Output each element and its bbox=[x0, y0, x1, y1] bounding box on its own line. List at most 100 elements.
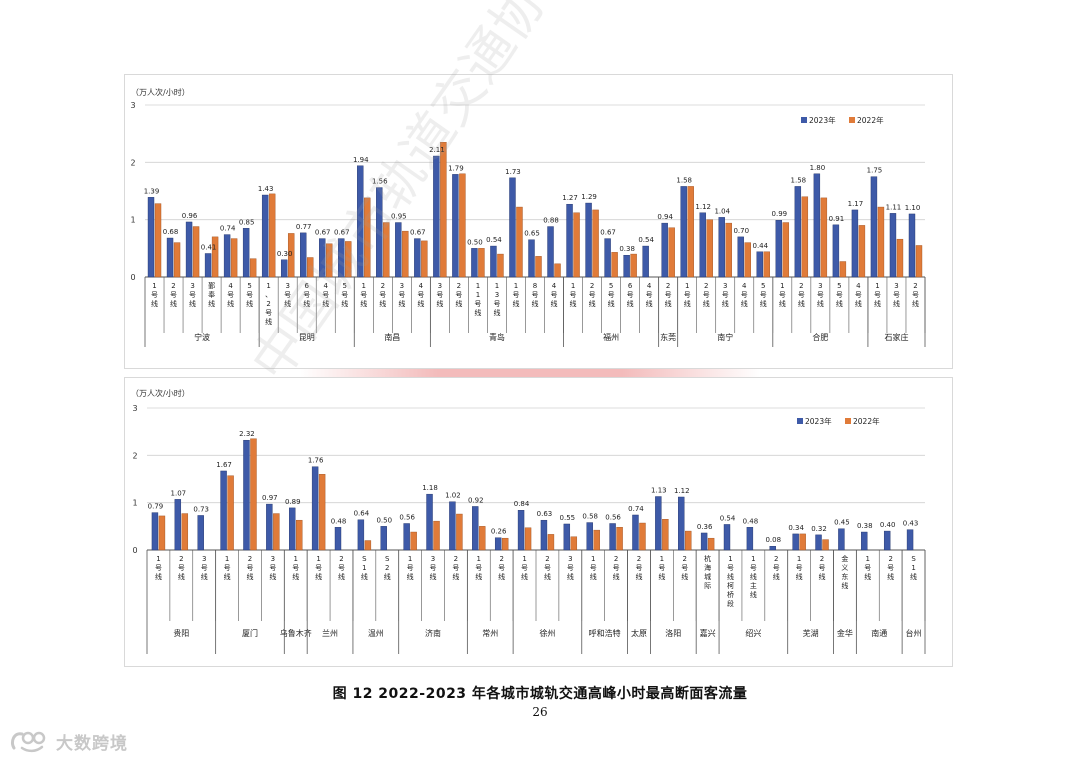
x-tick-label-char: 号 bbox=[265, 309, 272, 317]
bar-2022 bbox=[173, 242, 181, 278]
bar-2022 bbox=[268, 193, 276, 278]
x-tick-label-char: 奉 bbox=[208, 290, 215, 299]
x-tick-label-char: 号 bbox=[836, 291, 843, 299]
x-tick-label: 1 1 号线 bbox=[474, 282, 481, 317]
bar-2023 bbox=[889, 213, 897, 278]
data-label-2023: 0.43 bbox=[903, 520, 919, 528]
bar-2023 bbox=[861, 531, 868, 551]
bar-2022 bbox=[383, 222, 390, 278]
city-label: 温州 bbox=[368, 629, 384, 638]
x-tick-label-char: 1 bbox=[522, 555, 526, 563]
bar-2023 bbox=[449, 501, 456, 551]
x-tick-label-char: 线 bbox=[178, 572, 185, 581]
city-label: 昆明 bbox=[299, 333, 315, 342]
y-tick-label: 2 bbox=[130, 158, 135, 167]
city-label: 宁波 bbox=[194, 332, 210, 342]
x-tick-label-char: 2 bbox=[614, 555, 618, 563]
city-label: 金华 bbox=[837, 628, 853, 638]
bar-2022 bbox=[706, 219, 713, 278]
data-label-2023: 0.77 bbox=[296, 223, 312, 231]
data-label-2023: 0.30 bbox=[277, 250, 293, 258]
logo-text: 大数跨境 bbox=[56, 733, 128, 754]
data-label-2023: 1.12 bbox=[674, 487, 690, 495]
data-label-2023: 0.88 bbox=[543, 217, 559, 225]
bar-2023 bbox=[661, 222, 668, 278]
x-tick-label: 2 号线 bbox=[703, 282, 710, 308]
city-label: 合肥 bbox=[812, 332, 828, 342]
x-tick-label-char: 线 bbox=[874, 299, 881, 308]
x-tick-label-char: 号 bbox=[338, 564, 345, 572]
bar-2023 bbox=[775, 220, 783, 278]
x-tick-label-char: 号 bbox=[379, 291, 386, 299]
x-tick-label-char: 号 bbox=[773, 564, 780, 572]
data-label-2023: 0.50 bbox=[376, 516, 392, 524]
bar-2022 bbox=[839, 261, 847, 278]
data-label-2023: 1.04 bbox=[714, 207, 730, 215]
data-label-2023: 1.67 bbox=[216, 461, 232, 469]
bar-2022 bbox=[799, 533, 806, 551]
x-tick-label-char: 号 bbox=[613, 564, 620, 572]
x-tick-label-char: 号 bbox=[201, 564, 208, 572]
bar-2022 bbox=[616, 527, 623, 551]
x-tick-label-char: 线 bbox=[887, 572, 894, 581]
bar-2022 bbox=[227, 475, 234, 551]
x-tick-label: 5 号线 bbox=[341, 282, 348, 308]
bar-2023 bbox=[509, 177, 516, 278]
bar-2023 bbox=[566, 203, 573, 278]
bar-2023 bbox=[908, 213, 916, 278]
x-tick-label-char: 主 bbox=[750, 581, 757, 590]
x-tick-label-char: 2 bbox=[704, 282, 708, 290]
x-tick-label: 3 号线 bbox=[567, 555, 574, 581]
x-tick-label-char: 8 bbox=[533, 282, 537, 290]
x-tick-label-char: 号 bbox=[817, 291, 824, 299]
bar-2023 bbox=[204, 253, 212, 278]
bar-2023 bbox=[723, 524, 731, 551]
data-label-2023: 1.18 bbox=[422, 484, 438, 492]
data-label-2023: 0.63 bbox=[537, 510, 553, 518]
x-tick-label-char: 号 bbox=[760, 291, 767, 299]
x-tick-label: 2 号线 bbox=[798, 282, 805, 308]
bar-2023 bbox=[604, 238, 611, 278]
x-tick-label-char: 线 bbox=[819, 572, 826, 581]
x-tick-label: 2 号线 bbox=[887, 555, 894, 581]
data-label-2023: 0.26 bbox=[491, 528, 507, 536]
data-label-2023: 1.39 bbox=[144, 187, 160, 195]
bar-2022 bbox=[250, 438, 257, 551]
x-tick-label: 6 号线 bbox=[627, 282, 634, 308]
city-label: 台州 bbox=[906, 628, 922, 638]
x-tick-label-char: 线 bbox=[227, 299, 234, 308]
data-label-2023: 0.54 bbox=[720, 514, 736, 522]
bar-2023 bbox=[220, 470, 227, 551]
x-tick-label-char: 1 bbox=[780, 282, 784, 290]
bar-2022 bbox=[154, 203, 162, 278]
bar-2023 bbox=[540, 519, 548, 551]
x-tick-label-char: 线 bbox=[208, 299, 215, 308]
x-tick-label-char: 号 bbox=[303, 291, 310, 299]
bar-2023 bbox=[832, 224, 840, 278]
x-tick-label-char: 1 bbox=[571, 282, 575, 290]
x-tick-label-char: 线 bbox=[474, 308, 481, 317]
bar-2023 bbox=[794, 186, 802, 278]
bar-2022 bbox=[630, 253, 637, 278]
data-label-2023: 0.32 bbox=[811, 525, 827, 533]
bar-2023 bbox=[851, 209, 859, 278]
x-tick-label-char: 线 bbox=[910, 572, 917, 581]
x-tick-label-char: 线 bbox=[855, 299, 862, 308]
data-label-2023: 0.74 bbox=[628, 505, 644, 513]
x-tick-label-char: 线 bbox=[665, 299, 672, 308]
bar-2022 bbox=[307, 257, 314, 278]
bar-2022 bbox=[801, 196, 809, 278]
bar-2022 bbox=[516, 206, 523, 278]
bar-2023 bbox=[311, 466, 319, 551]
x-tick-label-char: 线 bbox=[681, 572, 688, 581]
x-tick-label: 2 号线 bbox=[498, 555, 505, 581]
x-tick-label-char: 号 bbox=[322, 291, 329, 299]
x-tick-label-char: 1 bbox=[797, 555, 801, 563]
bar-2022 bbox=[440, 142, 447, 278]
bar-2023 bbox=[403, 523, 410, 551]
x-tick-label-char: 号 bbox=[741, 291, 748, 299]
x-tick-label-char: 线 bbox=[551, 299, 558, 308]
x-tick-label: 3 号线 bbox=[201, 555, 208, 581]
city-label: 嘉兴 bbox=[700, 628, 716, 638]
